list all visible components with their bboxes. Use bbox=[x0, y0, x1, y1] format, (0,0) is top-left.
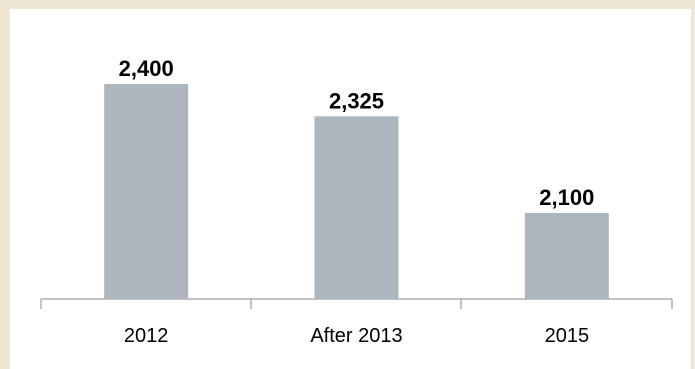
bar-chart: 2,400 2012 2,325 After 2013 2,100 2015 bbox=[40, 56, 673, 347]
data-label-3: 2,100 bbox=[539, 185, 594, 210]
bar-2 bbox=[314, 116, 399, 299]
chart-panel: 2,400 2012 2,325 After 2013 2,100 2015 bbox=[10, 9, 691, 369]
bars-layer bbox=[104, 84, 609, 299]
data-label-1: 2,400 bbox=[119, 56, 174, 81]
bar-3 bbox=[524, 213, 609, 299]
bar-1 bbox=[104, 84, 189, 299]
labels-layer: 2,400 2012 2,325 After 2013 2,100 2015 bbox=[119, 56, 595, 347]
x-tick-label-3: 2015 bbox=[545, 325, 590, 347]
data-label-2: 2,325 bbox=[329, 88, 384, 113]
x-tick-label-2: After 2013 bbox=[310, 325, 402, 347]
x-tick-label-1: 2012 bbox=[124, 325, 169, 347]
